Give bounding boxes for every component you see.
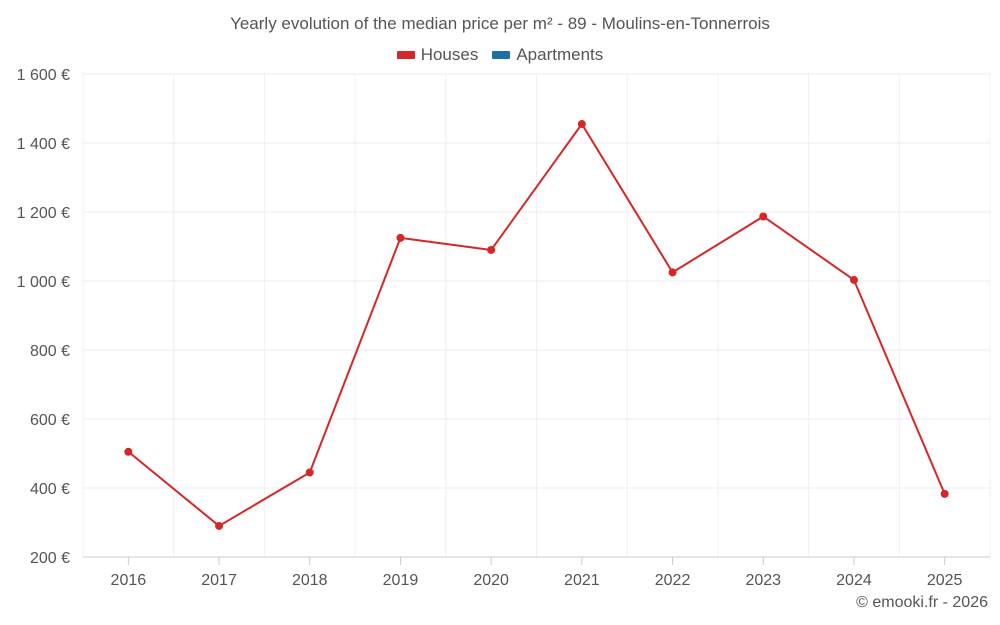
x-tick-label: 2018 xyxy=(292,572,328,589)
series-line-houses xyxy=(127,123,946,527)
x-tick-label: 2024 xyxy=(836,572,872,589)
data-point-houses xyxy=(396,233,405,242)
x-tick-label: 2020 xyxy=(473,572,509,589)
y-tick-label: 600 € xyxy=(30,412,70,429)
y-tick-label: 400 € xyxy=(30,481,70,498)
chart-legend: Houses Apartments xyxy=(0,45,1000,65)
data-point-houses xyxy=(577,120,586,129)
legend-swatch-houses xyxy=(396,51,415,59)
data-point-houses xyxy=(124,447,133,456)
y-tick-label: 800 € xyxy=(30,343,70,360)
x-tick-label: 2025 xyxy=(927,572,963,589)
x-tick-label: 2019 xyxy=(383,572,419,589)
x-tick-label: 2021 xyxy=(564,572,600,589)
data-point-houses xyxy=(759,212,768,221)
legend-label-houses: Houses xyxy=(420,45,479,64)
data-point-houses xyxy=(849,275,858,284)
x-tick-label: 2023 xyxy=(745,572,781,589)
y-tick-label: 1 000 € xyxy=(17,274,70,291)
y-tick-label: 1 600 € xyxy=(17,67,70,84)
data-point-houses xyxy=(940,489,949,498)
x-tick-label: 2016 xyxy=(111,572,147,589)
legend-swatch-apartments xyxy=(492,51,511,59)
chart-title: Yearly evolution of the median price per… xyxy=(230,14,770,33)
data-point-houses xyxy=(487,245,496,254)
x-tick-label: 2017 xyxy=(201,572,237,589)
y-tick-label: 1 400 € xyxy=(17,136,70,153)
y-tick-label: 200 € xyxy=(30,550,70,567)
legend-label-apartments: Apartments xyxy=(516,45,604,64)
x-tick-label: 2022 xyxy=(655,572,691,589)
legend-item-houses[interactable]: Houses xyxy=(396,45,479,65)
y-tick-label: 1 200 € xyxy=(17,205,70,222)
data-point-houses xyxy=(668,268,677,277)
legend-item-apartments[interactable]: Apartments xyxy=(492,45,603,65)
data-point-houses xyxy=(305,468,314,477)
credit-text: © emooki.fr - 2026 xyxy=(856,594,988,611)
data-point-houses xyxy=(215,521,224,530)
